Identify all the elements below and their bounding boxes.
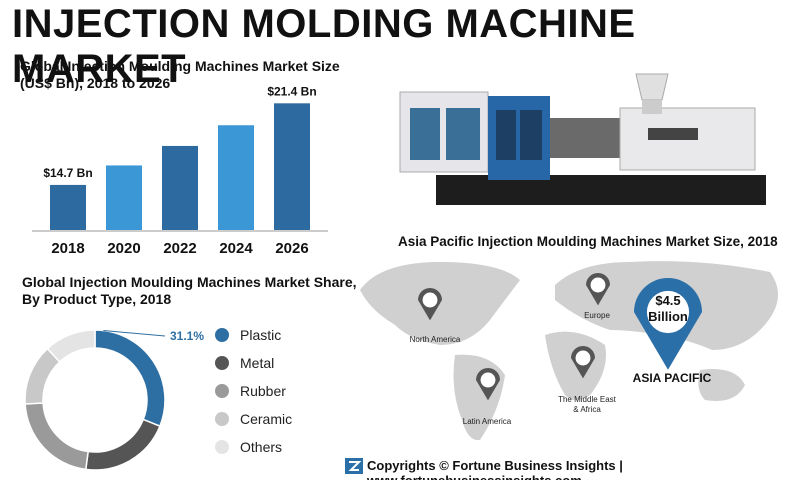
world-map (360, 261, 778, 441)
region-label: Europe (584, 311, 610, 320)
footer: Copyrights © Fortune Business Insights |… (367, 458, 623, 480)
legend-label: Ceramic (240, 411, 292, 427)
highlight-region: ASIA PACIFIC (633, 371, 712, 385)
donut-slice (84, 418, 161, 471)
machine-illustration (399, 73, 766, 205)
donut-slice (46, 329, 96, 363)
x-tick-label: 2026 (275, 240, 308, 257)
pie-chart-title: Global Injection Moulding Machines Marke… (22, 274, 357, 307)
map-pin-center (590, 277, 606, 293)
map-pin-center (422, 292, 438, 308)
region-label: Latin America (463, 417, 512, 426)
legend-label: Plastic (240, 327, 281, 343)
legend-label: Rubber (240, 383, 286, 399)
leader-line (103, 330, 166, 337)
legend-swatch (215, 412, 229, 426)
bar (106, 165, 142, 230)
x-tick-label: 2024 (219, 240, 253, 257)
callout: $4.5 (655, 293, 680, 308)
callout: Billion (648, 309, 688, 324)
legend-label: Others (240, 439, 282, 455)
legend-swatch (215, 440, 229, 454)
legend-swatch (215, 356, 229, 370)
donut-slice (24, 402, 90, 471)
bar (50, 184, 86, 230)
x-tick-label: 2018 (51, 240, 84, 257)
x-tick-label: 2020 (107, 240, 140, 257)
map-pin-center (646, 290, 690, 334)
legend-swatch (215, 384, 229, 398)
map-title: Asia Pacific Injection Moulding Machines… (398, 234, 778, 249)
region-label: & Africa (573, 405, 601, 414)
x-tick-label: 2022 (163, 240, 196, 257)
legend-label: Metal (240, 355, 274, 371)
value-label: $21.4 Bn (267, 84, 316, 98)
bar (218, 125, 254, 230)
map-pin-center (575, 350, 591, 366)
bar (274, 103, 310, 230)
map-pin-center (480, 372, 496, 388)
region-label: North America (410, 335, 461, 344)
legend-swatch (215, 328, 229, 342)
bar-chart-title: Global Injection Moulding Machines Marke… (20, 58, 340, 91)
region-label: The Middle East (558, 395, 617, 404)
logo (345, 458, 363, 474)
bar (162, 145, 198, 230)
value-label: 31.1% (170, 329, 204, 343)
page-title: INJECTION MOLDING MACHINE MARKET (12, 2, 636, 91)
value-label: $14.7 Bn (43, 166, 92, 180)
donut-slice (94, 329, 166, 428)
